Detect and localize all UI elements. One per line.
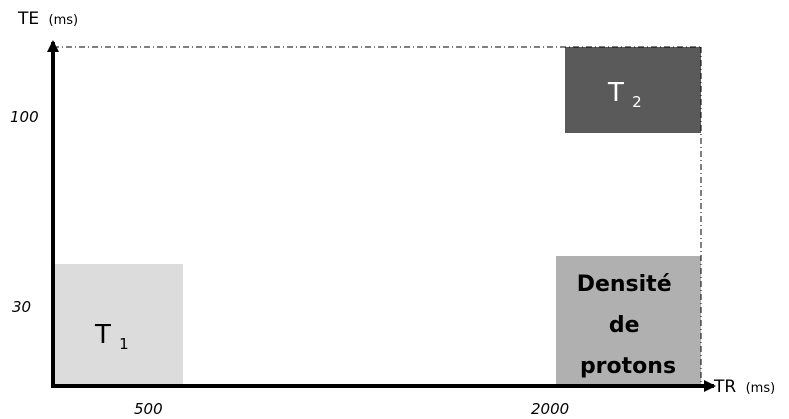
- y-axis-label: TE: [17, 9, 39, 29]
- x-axis-title: TR (ms): [713, 377, 775, 397]
- x-axis-label: TR: [713, 377, 736, 397]
- x-tick-label: 2000: [531, 400, 569, 418]
- x-axis-unit: (ms): [746, 381, 776, 396]
- proton-density-line: Densité: [577, 272, 672, 297]
- t2-label-subscript: 2: [632, 93, 642, 111]
- t2-label-main: T: [607, 78, 624, 108]
- proton-density-line: protons: [580, 354, 676, 379]
- y-tick-label: 100: [10, 108, 39, 126]
- t2-region: [565, 47, 701, 133]
- y-axis-title: TE (ms): [17, 9, 78, 29]
- t1-label-subscript: 1: [119, 335, 129, 353]
- proton-density-line: de: [609, 313, 640, 338]
- t1-label-main: T: [94, 320, 111, 350]
- y-axis-unit: (ms): [49, 13, 79, 28]
- x-tick-label: 500: [134, 400, 163, 418]
- y-tick-label: 30: [12, 298, 31, 316]
